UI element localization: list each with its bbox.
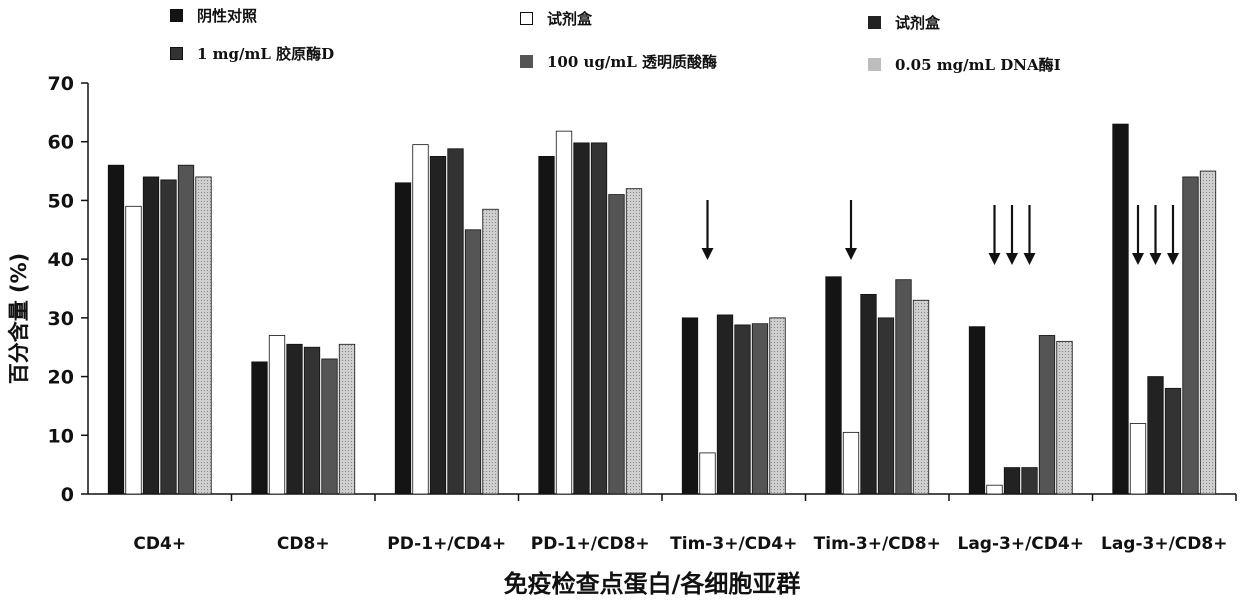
bar	[1183, 177, 1199, 494]
bar	[682, 318, 698, 494]
annotation-arrow-head	[989, 253, 1001, 265]
y-axis-title: 百分含量 (%)	[7, 253, 31, 385]
bar	[609, 195, 625, 494]
y-tick-label: 10	[48, 425, 74, 447]
x-category-label: Tim-3+/CD8+	[814, 534, 941, 554]
annotation-arrow-head	[702, 248, 714, 260]
bar	[861, 294, 877, 494]
bar	[1200, 171, 1216, 494]
bar	[1039, 335, 1055, 494]
bar	[700, 453, 716, 494]
bar	[143, 177, 159, 494]
bar	[395, 183, 411, 494]
bar	[108, 165, 124, 494]
annotation-arrow-head	[1006, 253, 1018, 265]
bar	[826, 277, 842, 494]
y-tick-label: 60	[48, 132, 74, 154]
x-axis-title: 免疫检查点蛋白/各细胞亚群	[504, 570, 801, 598]
bar	[430, 156, 446, 494]
bar	[591, 143, 607, 494]
bar	[1130, 424, 1146, 494]
x-category-label: PD-1+/CD4+	[387, 534, 506, 554]
bar	[465, 230, 481, 494]
bar	[413, 145, 429, 494]
bar	[287, 344, 303, 494]
y-tick-label: 30	[48, 308, 74, 330]
annotation-arrow-head	[1024, 253, 1036, 265]
bar	[1165, 388, 1181, 494]
bar	[1022, 468, 1038, 494]
bar	[448, 149, 464, 494]
bar	[483, 209, 499, 494]
bar	[717, 315, 733, 494]
bar	[196, 177, 212, 494]
bar	[539, 156, 555, 494]
bar	[1148, 377, 1164, 494]
bar	[735, 325, 751, 494]
bar	[322, 359, 338, 494]
annotation-arrow-head	[845, 248, 857, 260]
bar	[1057, 341, 1073, 494]
bar	[161, 180, 177, 494]
bar	[304, 347, 320, 494]
x-category-label: Lag-3+/CD8+	[1101, 534, 1227, 554]
bar	[752, 324, 768, 494]
annotation-arrow-head	[1150, 253, 1162, 265]
bar	[843, 432, 859, 494]
bar	[574, 143, 590, 494]
annotation-arrow-head	[1132, 253, 1144, 265]
bar	[269, 335, 285, 494]
x-category-label: CD8+	[277, 534, 330, 554]
bar	[913, 300, 929, 494]
bar	[969, 327, 985, 494]
bar	[626, 189, 642, 494]
bar	[1113, 124, 1129, 494]
y-tick-label: 0	[61, 484, 74, 506]
x-category-label: CD4+	[133, 534, 186, 554]
y-tick-label: 40	[48, 249, 74, 271]
bar	[1004, 468, 1020, 494]
bar	[878, 318, 894, 494]
bar	[252, 362, 268, 494]
x-category-label: Tim-3+/CD4+	[670, 534, 797, 554]
y-tick-label: 50	[48, 190, 74, 212]
annotation-arrow-head	[1167, 253, 1179, 265]
bar	[770, 318, 786, 494]
bar	[556, 131, 572, 494]
y-tick-label: 20	[48, 367, 74, 389]
bar	[178, 165, 194, 494]
y-tick-label: 70	[48, 73, 74, 95]
bar	[987, 485, 1003, 494]
x-category-label: PD-1+/CD8+	[531, 534, 650, 554]
x-category-label: Lag-3+/CD4+	[958, 534, 1084, 554]
bar	[126, 206, 142, 494]
bar	[339, 344, 355, 494]
bar	[896, 280, 912, 494]
